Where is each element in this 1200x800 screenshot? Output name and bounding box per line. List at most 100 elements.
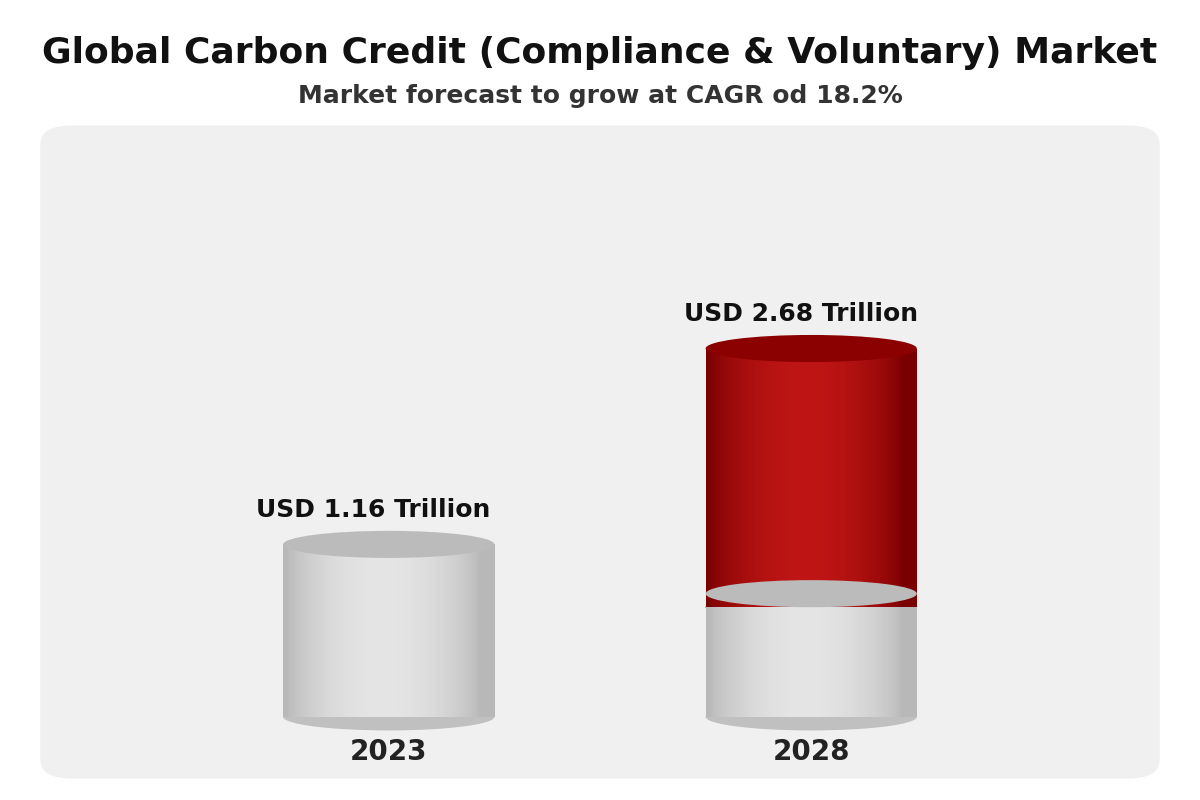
Polygon shape bbox=[728, 594, 731, 717]
Polygon shape bbox=[869, 594, 871, 717]
Polygon shape bbox=[898, 349, 900, 607]
Polygon shape bbox=[736, 594, 738, 717]
Polygon shape bbox=[440, 544, 442, 717]
Polygon shape bbox=[427, 544, 430, 717]
Polygon shape bbox=[336, 544, 338, 717]
Polygon shape bbox=[889, 594, 890, 717]
Polygon shape bbox=[358, 544, 360, 717]
Polygon shape bbox=[748, 349, 750, 607]
Polygon shape bbox=[317, 544, 319, 717]
Polygon shape bbox=[370, 544, 372, 717]
Polygon shape bbox=[299, 544, 301, 717]
Polygon shape bbox=[292, 544, 294, 717]
Polygon shape bbox=[725, 349, 727, 607]
Polygon shape bbox=[808, 594, 810, 717]
Polygon shape bbox=[799, 594, 802, 717]
Polygon shape bbox=[878, 349, 881, 607]
Polygon shape bbox=[760, 349, 762, 607]
Polygon shape bbox=[852, 594, 854, 717]
Polygon shape bbox=[755, 594, 757, 717]
Polygon shape bbox=[834, 349, 836, 607]
Polygon shape bbox=[856, 349, 858, 607]
Polygon shape bbox=[865, 594, 868, 717]
Polygon shape bbox=[310, 544, 312, 717]
Polygon shape bbox=[913, 349, 916, 607]
Polygon shape bbox=[709, 594, 712, 717]
Polygon shape bbox=[808, 349, 810, 607]
Polygon shape bbox=[751, 594, 754, 717]
Polygon shape bbox=[457, 544, 460, 717]
Polygon shape bbox=[812, 594, 815, 717]
Polygon shape bbox=[770, 594, 773, 717]
Polygon shape bbox=[788, 349, 791, 607]
Polygon shape bbox=[446, 544, 449, 717]
Polygon shape bbox=[290, 544, 293, 717]
Polygon shape bbox=[473, 544, 475, 717]
Polygon shape bbox=[797, 594, 799, 717]
Polygon shape bbox=[892, 594, 894, 717]
Polygon shape bbox=[728, 349, 731, 607]
Polygon shape bbox=[776, 349, 779, 607]
Polygon shape bbox=[803, 594, 805, 717]
Polygon shape bbox=[706, 594, 708, 717]
Polygon shape bbox=[784, 594, 785, 717]
Polygon shape bbox=[408, 544, 410, 717]
Polygon shape bbox=[776, 594, 779, 717]
Polygon shape bbox=[707, 349, 709, 607]
Polygon shape bbox=[744, 594, 746, 717]
Polygon shape bbox=[397, 544, 400, 717]
Polygon shape bbox=[878, 594, 881, 717]
Polygon shape bbox=[836, 594, 838, 717]
Polygon shape bbox=[493, 544, 494, 717]
Polygon shape bbox=[314, 544, 317, 717]
Polygon shape bbox=[716, 594, 719, 717]
Polygon shape bbox=[445, 544, 448, 717]
Ellipse shape bbox=[706, 594, 917, 621]
Polygon shape bbox=[887, 349, 889, 607]
Polygon shape bbox=[841, 349, 844, 607]
Polygon shape bbox=[407, 544, 409, 717]
Polygon shape bbox=[816, 594, 818, 717]
Polygon shape bbox=[487, 544, 490, 717]
Polygon shape bbox=[706, 349, 708, 607]
Polygon shape bbox=[438, 544, 440, 717]
Polygon shape bbox=[415, 544, 418, 717]
Polygon shape bbox=[815, 349, 817, 607]
Polygon shape bbox=[283, 544, 286, 717]
Polygon shape bbox=[737, 349, 739, 607]
Polygon shape bbox=[763, 594, 766, 717]
Polygon shape bbox=[424, 544, 426, 717]
Text: Market forecast to grow at CAGR od 18.2%: Market forecast to grow at CAGR od 18.2% bbox=[298, 84, 902, 108]
Ellipse shape bbox=[706, 580, 917, 607]
Polygon shape bbox=[811, 594, 814, 717]
Text: Global Carbon Credit (Compliance & Voluntary) Market: Global Carbon Credit (Compliance & Volun… bbox=[42, 36, 1158, 70]
Polygon shape bbox=[284, 544, 287, 717]
Polygon shape bbox=[414, 544, 415, 717]
Polygon shape bbox=[335, 544, 336, 717]
Polygon shape bbox=[792, 349, 794, 607]
Polygon shape bbox=[324, 544, 326, 717]
Polygon shape bbox=[780, 594, 782, 717]
Text: USD 2.68 Trillion: USD 2.68 Trillion bbox=[684, 302, 918, 326]
Polygon shape bbox=[733, 594, 736, 717]
Polygon shape bbox=[827, 594, 829, 717]
Polygon shape bbox=[850, 349, 852, 607]
Polygon shape bbox=[836, 349, 838, 607]
Polygon shape bbox=[720, 594, 722, 717]
Polygon shape bbox=[469, 544, 472, 717]
Polygon shape bbox=[757, 594, 758, 717]
Polygon shape bbox=[905, 349, 907, 607]
Polygon shape bbox=[320, 544, 323, 717]
Polygon shape bbox=[306, 544, 308, 717]
Polygon shape bbox=[838, 594, 840, 717]
Polygon shape bbox=[713, 594, 715, 717]
Polygon shape bbox=[484, 544, 486, 717]
Polygon shape bbox=[826, 594, 828, 717]
Polygon shape bbox=[820, 594, 822, 717]
Polygon shape bbox=[792, 594, 794, 717]
Polygon shape bbox=[404, 544, 407, 717]
Text: 2023: 2023 bbox=[350, 738, 427, 766]
Polygon shape bbox=[796, 594, 798, 717]
Polygon shape bbox=[799, 349, 802, 607]
Polygon shape bbox=[853, 594, 856, 717]
